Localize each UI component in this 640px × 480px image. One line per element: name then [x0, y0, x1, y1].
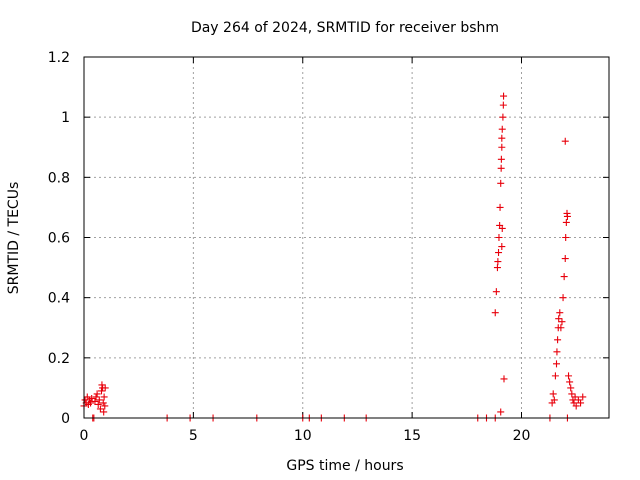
data-point: [494, 258, 502, 266]
data-point: [562, 234, 570, 241]
data-point: [571, 393, 579, 401]
data-point: [92, 393, 100, 401]
data-point: [96, 405, 104, 413]
x-tick-label: 5: [189, 428, 198, 444]
data-point: [572, 402, 580, 410]
data-point: [497, 155, 505, 163]
data-point: [500, 92, 508, 100]
data-point: [556, 309, 564, 317]
y-axis-label: SRMTID / TECUs: [6, 182, 22, 295]
y-tick-label: 0.6: [48, 231, 70, 247]
x-tick-label: 0: [80, 428, 89, 444]
grid: [84, 57, 609, 418]
data-point: [568, 390, 576, 398]
data-point: [88, 394, 96, 402]
data-point: [498, 125, 506, 133]
data-point: [565, 372, 573, 380]
data-point: [495, 234, 503, 241]
data-point: [101, 384, 109, 392]
data-point: [560, 273, 568, 281]
data-points: [80, 92, 587, 422]
data-point: [551, 372, 559, 380]
data-point: [555, 315, 563, 323]
data-point: [559, 294, 567, 302]
data-point: [558, 318, 566, 326]
data-point: [99, 399, 107, 407]
data-point: [98, 381, 106, 389]
x-axis-label: GPS time / hours: [286, 458, 403, 474]
y-tick-label: 1: [61, 110, 70, 126]
y-tick-label: 0.2: [48, 351, 70, 367]
data-point: [500, 375, 508, 383]
data-point: [563, 212, 571, 220]
data-point: [493, 264, 501, 272]
data-point: [498, 243, 506, 251]
data-point: [492, 288, 500, 296]
data-point: [550, 396, 558, 404]
data-point: [566, 378, 574, 386]
data-point: [497, 164, 505, 172]
data-point: [101, 402, 109, 410]
data-point: [93, 390, 101, 398]
data-point: [577, 399, 585, 407]
y-tick-label: 0.8: [48, 170, 70, 186]
data-point: [561, 137, 569, 145]
data-point: [561, 255, 569, 263]
data-point: [567, 384, 575, 392]
data-point: [94, 400, 102, 408]
data-point: [579, 393, 587, 401]
x-tick-label: 15: [403, 428, 421, 444]
chart-title: Day 264 of 2024, SRMTID for receiver bsh…: [191, 20, 499, 36]
data-point: [498, 143, 506, 151]
data-point: [557, 324, 565, 332]
data-point: [98, 387, 105, 395]
data-point: [498, 134, 506, 142]
data-point: [562, 218, 570, 226]
data-point: [100, 393, 108, 401]
y-tick-label: 0: [61, 411, 70, 427]
data-point: [553, 360, 560, 368]
data-point: [87, 399, 95, 407]
data-point: [95, 396, 103, 404]
data-point: [499, 101, 507, 109]
data-point: [498, 224, 506, 232]
data-point: [100, 408, 108, 416]
data-point: [554, 336, 562, 344]
y-tick-label: 1.2: [48, 50, 70, 66]
data-point: [497, 179, 505, 187]
data-point: [496, 203, 504, 211]
data-point: [549, 390, 557, 398]
ticks: 0 5 10 15 20 0 0.2 0.4 0.6 0.8 1 1.2: [48, 50, 609, 444]
data-point: [497, 408, 505, 416]
data-point: [491, 309, 499, 317]
x-tick-label: 10: [294, 428, 312, 444]
data-point: [553, 348, 561, 356]
data-point: [499, 113, 507, 121]
data-point: [495, 249, 503, 257]
x-tick-label: 20: [513, 428, 531, 444]
plot-area-frame: [83, 56, 610, 419]
y-tick-label: 0.4: [48, 291, 70, 307]
data-point: [91, 397, 99, 405]
